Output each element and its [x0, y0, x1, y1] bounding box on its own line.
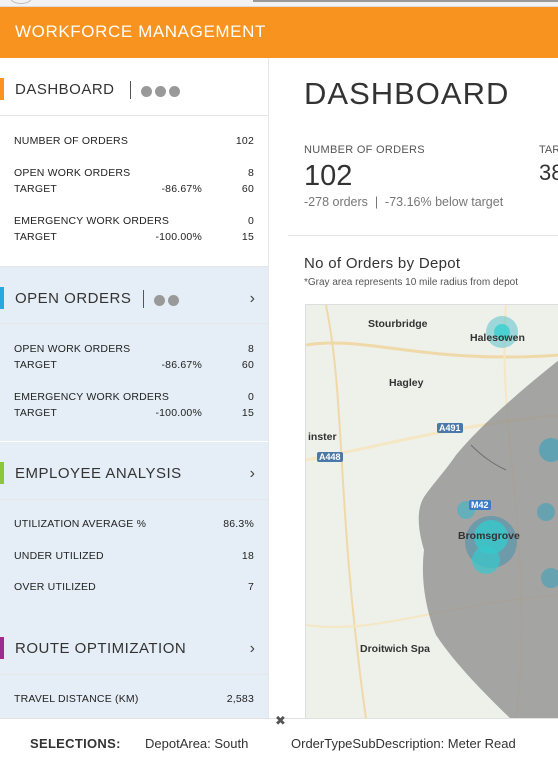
sidebar: DASHBOARD NUMBER OF ORDERS 102 OPEN WORK … — [0, 58, 269, 718]
road-label: A491 — [437, 423, 463, 433]
metric-row: NUMBER OF ORDERS 102 — [14, 135, 254, 147]
section-accent-bar — [0, 78, 4, 100]
browser-top-strip — [0, 0, 558, 7]
kpi-value: 102 — [304, 160, 353, 192]
map-label: Stourbridge — [368, 318, 428, 330]
selections-bar: ✖ SELECTIONS: DepotArea: South OrderType… — [0, 713, 558, 761]
open-orders-metrics: OPEN WORK ORDERS 8 TARGET -86.67% 60 EMERGE… — [0, 324, 268, 441]
app-title: WORKFORCE MANAGEMENT — [15, 22, 266, 41]
section-dashboard[interactable]: DASHBOARD — [0, 58, 268, 116]
section-label: OPEN ORDERS — [15, 290, 132, 307]
map-label: Hagley — [389, 377, 424, 389]
kpi-value: 38 — [539, 160, 558, 185]
section-label: EMPLOYEE ANALYSIS — [15, 465, 182, 482]
page-title: DASHBOARD — [304, 76, 510, 111]
section-accent-bar — [0, 637, 4, 659]
metric-row: TARGET -100.00% 15 — [14, 407, 254, 419]
main-content: DASHBOARD NUMBER OF ORDERS 102 -278 orde… — [288, 58, 558, 718]
metric-row: OVER UTILIZED 7 — [14, 581, 254, 593]
map-canvas — [306, 305, 558, 718]
selection-chip[interactable]: DepotArea: South — [145, 736, 249, 751]
app-header: WORKFORCE MANAGEMENT — [0, 7, 558, 58]
chevron-right-icon: › — [249, 640, 255, 657]
section-label: DASHBOARD — [15, 81, 115, 98]
road-label: M42 — [469, 500, 491, 510]
metric-row: UTILIZATION AVERAGE % 86.3% — [14, 518, 254, 530]
map-label: inster — [308, 431, 337, 443]
chart-title: No of Orders by Depot — [304, 255, 461, 272]
top-divider — [253, 0, 558, 2]
section-route-optimization[interactable]: ROUTE OPTIMIZATION › — [0, 617, 268, 675]
section-label: ROUTE OPTIMIZATION — [15, 640, 187, 657]
window-control-icon — [10, 0, 32, 4]
metric-row: TARGET -86.67% 60 — [14, 359, 254, 371]
metric-row: OPEN WORK ORDERS 8 — [14, 167, 254, 179]
content-divider — [288, 235, 558, 236]
dashboard-metrics: NUMBER OF ORDERS 102 OPEN WORK ORDERS 8 TA… — [0, 116, 268, 266]
metric-row: TRAVEL DISTANCE (KM) 2,583 — [14, 693, 254, 705]
route-metrics: TRAVEL DISTANCE (KM) 2,583 — [0, 675, 268, 718]
map-label: Bromsgrove — [458, 530, 520, 542]
metric-row: TARGET -86.67% 60 — [14, 183, 254, 195]
metric-row: TARGET -100.00% 15 — [14, 231, 254, 243]
section-employee-analysis[interactable]: EMPLOYEE ANALYSIS › — [0, 442, 268, 500]
selection-chip[interactable]: OrderTypeSubDescription: Meter Read — [291, 736, 516, 751]
section-open-orders[interactable]: OPEN ORDERS › — [0, 266, 268, 324]
metric-row: OPEN WORK ORDERS 8 — [14, 343, 254, 355]
chevron-right-icon: › — [249, 465, 255, 482]
section-accent-bar — [0, 287, 4, 309]
map-label: Droitwich Spa — [360, 643, 431, 655]
kpi-subtext: -278 orders | -73.16% below target — [304, 195, 504, 209]
chevron-right-icon: › — [249, 290, 255, 307]
clear-selections-icon[interactable]: ✖ — [275, 713, 286, 728]
kpi-label: TAR — [539, 144, 558, 156]
chart-note: *Gray area represents 10 mile radius fro… — [304, 277, 518, 288]
metric-row: EMERGENCY WORK ORDERS 0 — [14, 215, 254, 227]
kpi-label: NUMBER OF ORDERS — [304, 144, 425, 156]
road-label: A448 — [317, 452, 343, 462]
section-separator — [130, 81, 131, 99]
section-separator — [143, 290, 144, 308]
section-accent-bar — [0, 462, 4, 484]
page-dots-icon — [154, 295, 179, 306]
metric-row: UNDER UTILIZED 18 — [14, 550, 254, 562]
employee-metrics: UTILIZATION AVERAGE % 86.3% UNDER UTILIZE… — [0, 500, 268, 617]
selections-label: SELECTIONS: — [30, 736, 121, 751]
map-label: Halesowen — [470, 332, 525, 344]
page-dots-icon — [141, 86, 180, 97]
metric-row: EMERGENCY WORK ORDERS 0 — [14, 391, 254, 403]
depot-map[interactable]: Stourbridge Halesowen Hagley inster Brom… — [305, 304, 558, 718]
